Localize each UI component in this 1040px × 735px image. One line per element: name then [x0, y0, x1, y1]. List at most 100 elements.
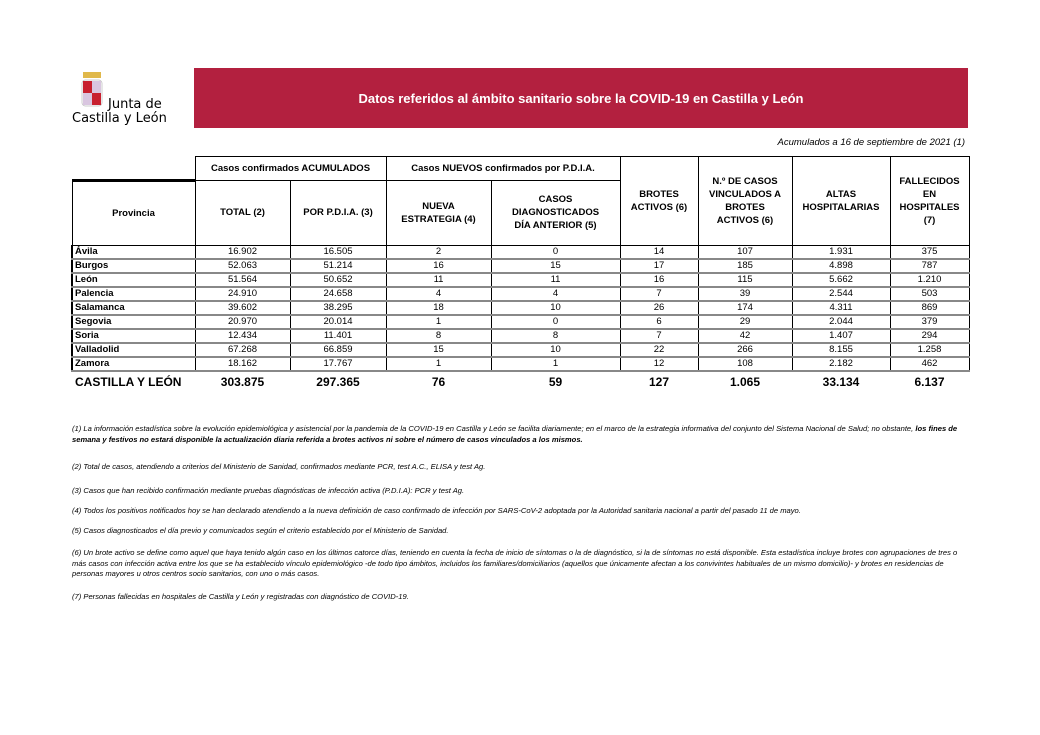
table-cell: 0 [490, 314, 621, 330]
table-cell: 50.652 [289, 272, 387, 288]
footnote-4: (4) Todos los positivos notificados hoy … [72, 506, 801, 515]
table-cell: 1.931 [791, 244, 891, 260]
table-cell: 11.401 [289, 328, 387, 344]
table-cell: 52.063 [194, 258, 291, 274]
table-row: Burgos 52.063 51.214 16 15 17 185 4.898 787 [71, 258, 970, 274]
table-cell: 16.902 [194, 244, 291, 260]
table-cell: 8.155 [791, 342, 891, 358]
logo-text-line2: Castilla y León [72, 111, 167, 126]
table-cell: 12 [619, 356, 699, 372]
table-row: León 51.564 50.652 11 11 16 115 5.662 1.210 [71, 272, 970, 288]
table-cell: 66.859 [289, 342, 387, 358]
province-name: Salamanca [71, 300, 196, 316]
header-fallecidos: FALLECIDOS EN HOSPITALES (7) [889, 156, 970, 246]
total-cell: 76 [386, 369, 491, 392]
title-banner: Datos referidos al ámbito sanitario sobr… [194, 68, 968, 128]
table-cell: 7 [619, 286, 699, 302]
table-cell: 266 [697, 342, 793, 358]
table-cell: 1.258 [889, 342, 970, 358]
table-cell: 16 [619, 272, 699, 288]
table-cell: 4.898 [791, 258, 891, 274]
table-cell: 185 [697, 258, 793, 274]
province-name: Ávila [71, 244, 196, 260]
table-cell: 24.910 [194, 286, 291, 302]
table-cell: 2.544 [791, 286, 891, 302]
footnote-2: (2) Total de casos, atendiendo a criteri… [72, 462, 486, 471]
table-cell: 22 [619, 342, 699, 358]
table-cell: 20.014 [289, 314, 387, 330]
total-cell: 297.365 [290, 369, 386, 392]
footnote-1-bold: los fines de semana y festivos no estará… [72, 424, 958, 444]
table-row: Palencia 24.910 24.658 4 4 7 39 2.544 503 [71, 286, 970, 302]
table-cell: 1 [490, 356, 621, 372]
total-cell: 6.137 [890, 369, 969, 392]
table-cell: 869 [889, 300, 970, 316]
table-cell: 2.182 [791, 356, 891, 372]
province-name: León [71, 272, 196, 288]
table-row: Soria 12.434 11.401 8 8 7 42 1.407 294 [71, 328, 970, 344]
table-cell: 503 [889, 286, 970, 302]
province-name: Valladolid [71, 342, 196, 358]
table-cell: 15 [490, 258, 621, 274]
province-name: Burgos [71, 258, 196, 274]
table-cell: 12.434 [194, 328, 291, 344]
footnote-1-text: (1) La información estadística sobre la … [72, 424, 916, 433]
table-row: Valladolid 67.268 66.859 15 10 22 266 8.155 1.25… [71, 342, 970, 358]
table-cell: 1 [385, 314, 492, 330]
total-cell: 127 [620, 369, 698, 392]
table-cell: 51.564 [194, 272, 291, 288]
table-cell: 10 [490, 300, 621, 316]
empty-corner [72, 157, 195, 181]
table-cell: 38.295 [289, 300, 387, 316]
table-row: Ávila 16.902 16.505 2 0 14 107 1.931 375 [71, 244, 970, 260]
covid-data-table: Casos confirmados ACUMULADOS Casos NUEVO… [71, 156, 970, 392]
table-cell: 4.311 [791, 300, 891, 316]
table-cell: 0 [490, 244, 621, 260]
table-cell: 51.214 [289, 258, 387, 274]
total-cell: 33.134 [792, 369, 890, 392]
footnote-6: (6) Un brote activo se define como aquel… [72, 548, 958, 578]
table-cell: 174 [697, 300, 793, 316]
table-row: Salamanca 39.602 38.295 18 10 26 174 4.311 869 [71, 300, 970, 316]
table-cell: 1.407 [791, 328, 891, 344]
table-cell: 108 [697, 356, 793, 372]
coat-of-arms-icon [81, 72, 103, 107]
table-cell: 26 [619, 300, 699, 316]
total-cell: 59 [491, 369, 620, 392]
table-cell: 42 [697, 328, 793, 344]
table-cell: 5.662 [791, 272, 891, 288]
header-diagnosticados: CASOS DIAGNOSTICADOS DÍA ANTERIOR (5) [490, 179, 621, 246]
table-cell: 29 [697, 314, 793, 330]
table-cell: 24.658 [289, 286, 387, 302]
footnote-7: (7) Personas fallecidas en hospitales de… [72, 592, 409, 601]
header-nueva-estrategia: NUEVA ESTRATEGIA (4) [385, 179, 492, 246]
header-provincia: Provincia [71, 178, 196, 246]
footnote-5: (5) Casos diagnosticados el día previo y… [72, 526, 449, 535]
logo-text-line1: Junta de [108, 97, 162, 112]
total-cell: 1.065 [698, 369, 792, 392]
group-header-acumulados: Casos confirmados ACUMULADOS [194, 156, 387, 181]
date-note: Acumulados a 16 de septiembre de 2021 (1… [777, 137, 965, 148]
province-name: Palencia [71, 286, 196, 302]
table-cell: 8 [490, 328, 621, 344]
table-cell: 787 [889, 258, 970, 274]
table-cell: 11 [490, 272, 621, 288]
header-altas: ALTAS HOSPITALARIAS [791, 156, 891, 246]
group-header-nuevos: Casos NUEVOS confirmados por P.D.I.A. [385, 156, 621, 181]
table-cell: 115 [697, 272, 793, 288]
table-cell: 16 [385, 258, 492, 274]
province-name: Segovia [71, 314, 196, 330]
table-cell: 1.210 [889, 272, 970, 288]
table-row: Zamora 18.162 17.767 1 1 12 108 2.182 462 [71, 356, 970, 372]
header-vinculados: N.º DE CASOS VINCULADOS A BROTES ACTIVOS… [697, 156, 793, 246]
table-cell: 7 [619, 328, 699, 344]
header-total: TOTAL (2) [194, 179, 291, 246]
total-cell: 303.875 [195, 369, 290, 392]
table-cell: 375 [889, 244, 970, 260]
total-label: CASTILLA Y LEÓN [72, 369, 195, 392]
table-cell: 2 [385, 244, 492, 260]
table-cell: 107 [697, 244, 793, 260]
table-cell: 6 [619, 314, 699, 330]
total-row: CASTILLA Y LEÓN 303.875 297.365 76 59 127 1.06… [72, 369, 969, 392]
table-cell: 8 [385, 328, 492, 344]
